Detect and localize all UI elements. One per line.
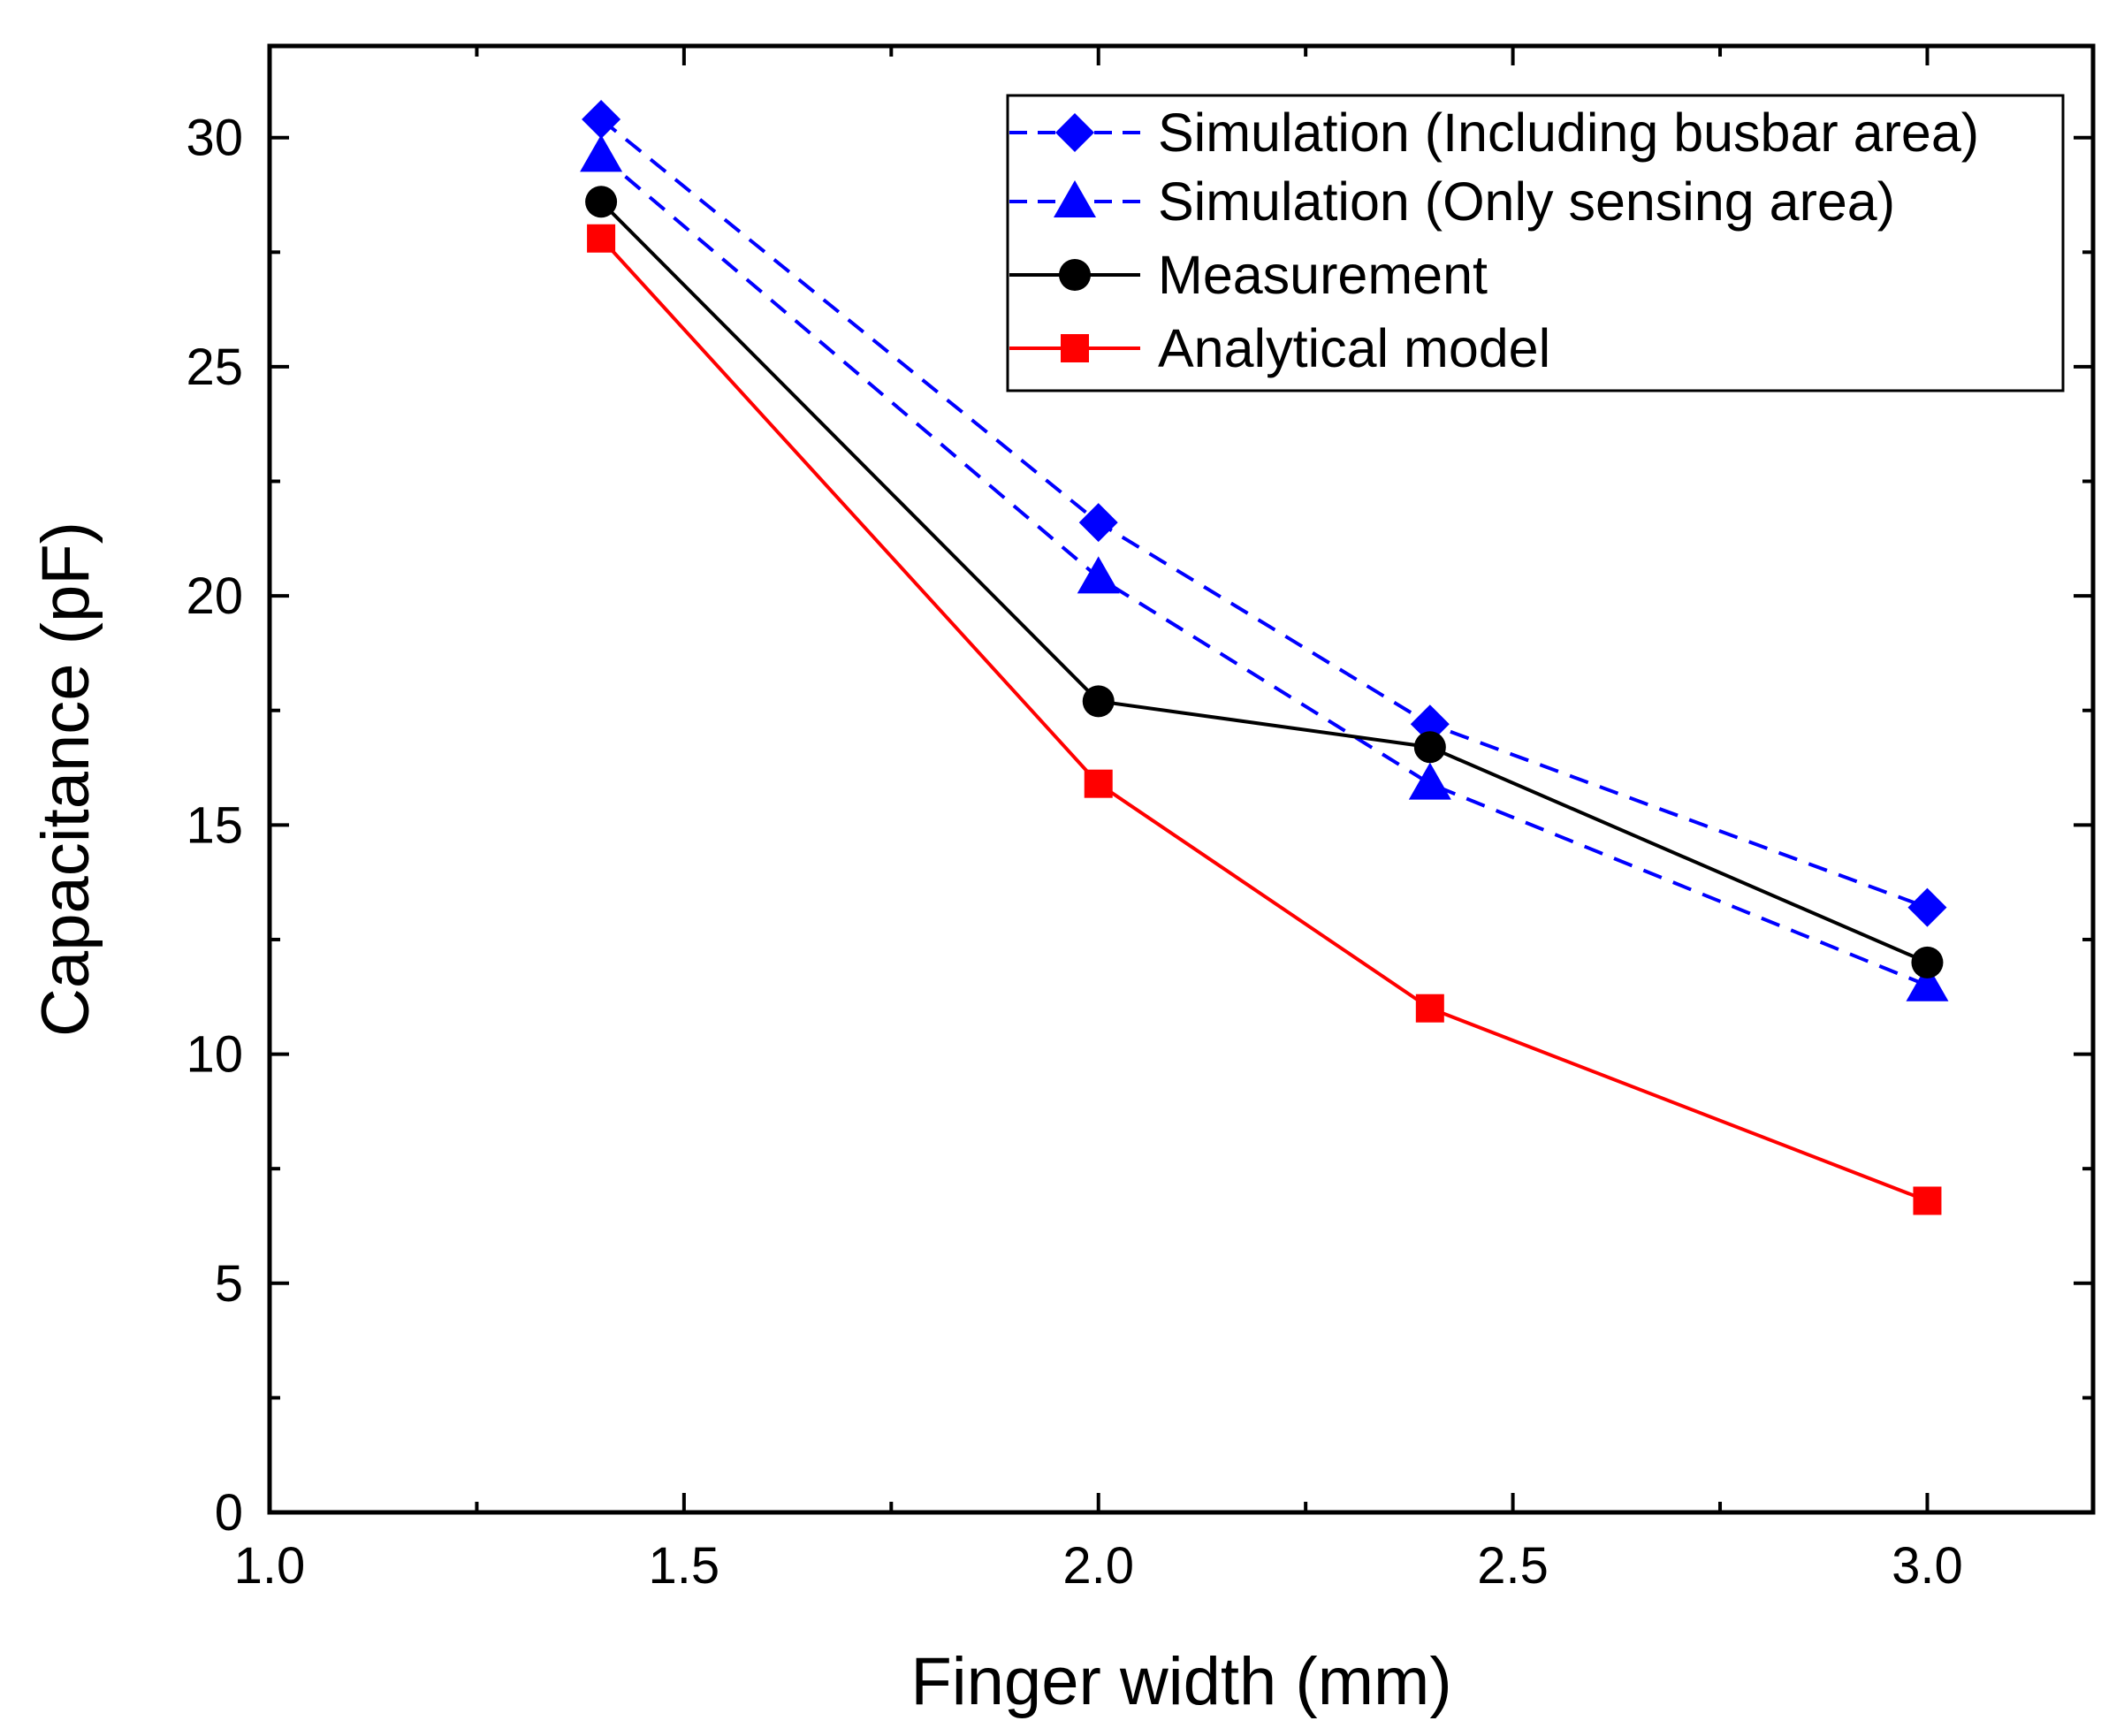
data-point [1078,503,1118,543]
legend-marker [1059,259,1091,291]
y-axis-label: Capacitance (pF) [28,522,103,1037]
x-axis-label: Finger width (mm) [910,1644,1451,1719]
plot-frame [267,43,2096,1515]
data-point [1082,685,1115,718]
y-tick-label: 5 [215,1255,243,1313]
y-tick-label: 0 [215,1484,243,1542]
data-point [587,224,616,253]
legend: Simulation (Including busbar area) Simula… [1006,94,2065,392]
series-line [599,200,1929,964]
y-tick-label: 30 [186,110,243,167]
data-point [1077,556,1120,594]
data-point [1415,994,1444,1023]
axes: 1.0 1.5 2.0 2.5 3.0 0 5 10 15 20 25 30 Finger width … [28,43,2096,1719]
legend-box [1006,94,2065,392]
data-point [1084,769,1113,798]
legend-label: Simulation (Only sensing area) [1158,171,1895,232]
legend-marker [1061,334,1089,362]
legend-marker [1054,180,1096,217]
y-tick-label: 25 [186,339,243,396]
data-point [1408,762,1451,800]
series-layer [580,99,1949,1215]
series-line [599,118,1929,910]
y-tick-label: 10 [186,1026,243,1084]
data-point [1906,963,1949,1001]
x-tick-label: 2.5 [1477,1537,1549,1595]
legend-marker [1055,113,1094,152]
series-line [599,154,1929,987]
series-triangle [580,134,1949,1001]
x-tick-label: 2.0 [1062,1537,1134,1595]
data-point [1907,887,1947,927]
series-line [599,237,1929,1203]
data-point [580,134,623,172]
y-tick-label: 15 [186,796,243,854]
series-diamond [582,99,1947,927]
legend-label: Simulation (Including busbar area) [1158,103,1979,163]
data-point [1911,946,1944,978]
data-point [1913,1186,1942,1215]
x-tick-label: 3.0 [1892,1537,1963,1595]
data-point [585,186,618,218]
legend-label: Measurement [1158,245,1488,305]
y-tick-label: 20 [186,567,243,625]
series-circle [585,186,1944,978]
legend-label: Analytical model [1158,318,1550,378]
data-point [1410,704,1450,744]
x-tick-label: 1.0 [234,1537,306,1595]
data-point [582,99,621,139]
series-square [587,224,1942,1215]
x-tick-label: 1.5 [649,1537,720,1595]
data-point [1413,731,1446,764]
